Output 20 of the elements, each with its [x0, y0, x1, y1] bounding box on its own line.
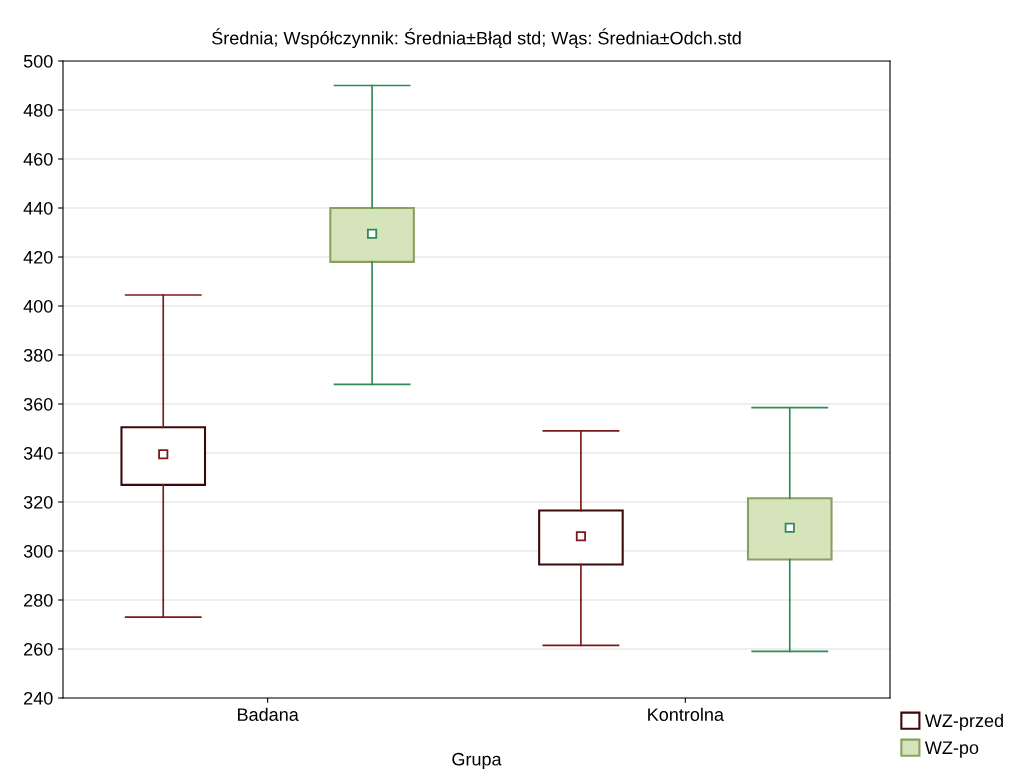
- legend-label: WZ-przed: [924, 713, 1003, 731]
- legend-label: WZ-po: [924, 741, 979, 758]
- x-axis-title: Grupa: [452, 752, 502, 769]
- chart-title: Średnia; Współczynnik: Średnia±Błąd std; Wąs: Średnia±Odch.std: [212, 28, 741, 49]
- y-tick-label: 460: [23, 152, 53, 166]
- y-tick-label: 480: [23, 103, 53, 117]
- y-tick-label: 500: [23, 54, 53, 68]
- x-tick-label: Badana: [238, 707, 299, 721]
- x-tick-label: Kontrolna: [648, 707, 724, 721]
- y-tick-label: 260: [24, 642, 53, 656]
- y-tick-label: 380: [23, 348, 53, 362]
- y-tick-label: 420: [23, 250, 53, 264]
- y-tick-label: 300: [23, 544, 53, 558]
- y-tick-label: 440: [23, 201, 53, 215]
- y-tick-label: 400: [23, 299, 53, 313]
- y-tick-label: 340: [23, 446, 53, 460]
- y-tick-label: 320: [23, 495, 53, 509]
- y-tick-label: 360: [23, 397, 53, 411]
- y-tick-label: 280: [24, 593, 53, 607]
- y-tick-label: 240: [24, 691, 53, 705]
